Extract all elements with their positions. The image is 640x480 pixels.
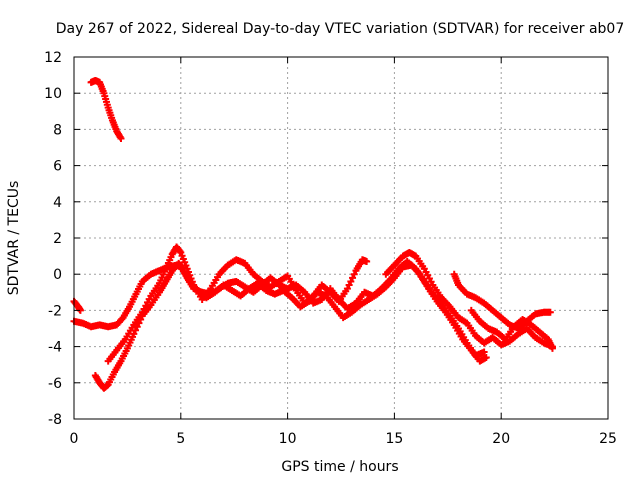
data-point bbox=[117, 134, 125, 142]
data-point bbox=[345, 281, 353, 289]
x-tick-label: 25 bbox=[599, 431, 617, 447]
chart-title: Day 267 of 2022, Sidereal Day-to-day VTE… bbox=[56, 21, 625, 37]
axis-ticks: 0 5 10 15 20 25 -8 -6 -4 -2 0 2 4 6 8 10 12 bbox=[44, 50, 617, 447]
x-tick-label: 20 bbox=[492, 431, 510, 447]
data-point bbox=[343, 285, 351, 293]
data-point bbox=[548, 344, 556, 352]
data-point bbox=[482, 353, 490, 361]
data-point bbox=[350, 270, 358, 278]
data-point bbox=[347, 277, 355, 285]
y-tick-label: 4 bbox=[53, 195, 62, 211]
y-tick-label: 2 bbox=[53, 231, 62, 247]
data-point bbox=[546, 308, 554, 316]
x-tick-label: 0 bbox=[70, 431, 79, 447]
x-tick-label: 15 bbox=[385, 431, 403, 447]
y-tick-label: 12 bbox=[44, 50, 62, 66]
y-tick-label: -4 bbox=[48, 340, 62, 356]
data-points bbox=[70, 77, 556, 392]
x-tick-label: 10 bbox=[279, 431, 297, 447]
y-tick-label: 8 bbox=[53, 122, 62, 138]
y-tick-label: 0 bbox=[53, 267, 62, 283]
y-tick-label: -2 bbox=[48, 303, 62, 319]
y-axis-label: SDTVAR / TECUs bbox=[6, 181, 22, 296]
series-arc-2 bbox=[87, 77, 125, 142]
series-arc-5 bbox=[104, 243, 371, 365]
data-point bbox=[349, 274, 357, 282]
x-tick-label: 5 bbox=[176, 431, 185, 447]
x-axis-label: GPS time / hours bbox=[281, 459, 398, 475]
series-arc-1 bbox=[70, 297, 84, 314]
y-tick-label: -6 bbox=[48, 376, 62, 392]
series-arc-6 bbox=[382, 248, 556, 351]
data-point bbox=[480, 348, 488, 356]
grid bbox=[74, 57, 608, 419]
y-tick-label: 6 bbox=[53, 159, 62, 175]
y-tick-label: -8 bbox=[48, 412, 62, 428]
y-tick-label: 10 bbox=[44, 86, 62, 102]
series-arc-4 bbox=[91, 259, 490, 392]
series-arc-8 bbox=[467, 306, 556, 352]
data-point bbox=[363, 258, 371, 266]
